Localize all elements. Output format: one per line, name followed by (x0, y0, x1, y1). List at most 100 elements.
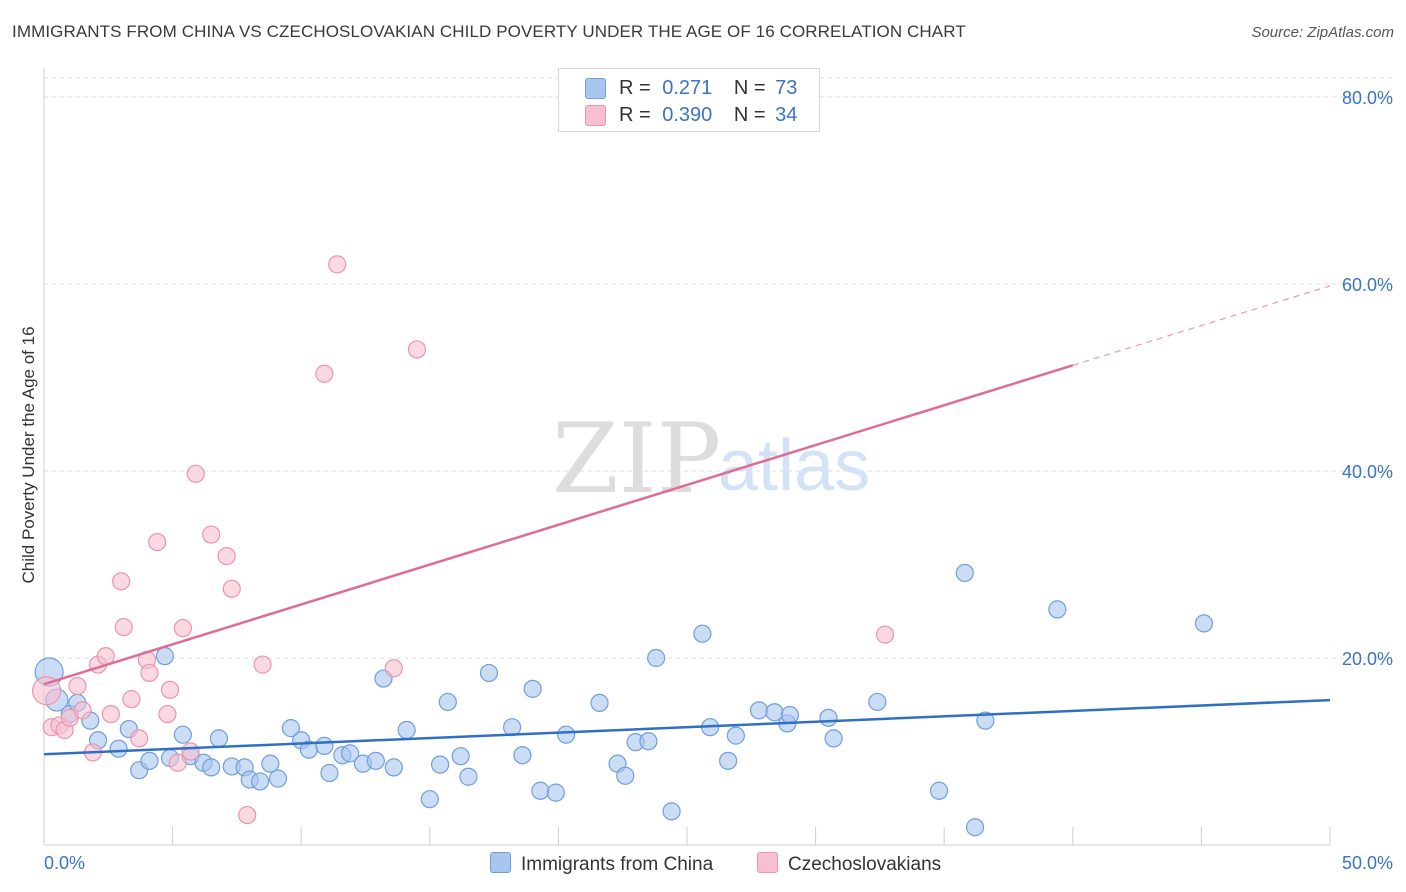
czech-point (122, 690, 141, 709)
y-tick-labels: 20.0% 40.0% 60.0% 80.0% (1342, 88, 1393, 669)
china-point (513, 746, 532, 765)
czech-point (384, 659, 403, 678)
legend-r-label: R = (619, 104, 651, 126)
china-point (780, 705, 799, 725)
czech-point (407, 340, 427, 359)
china-point (557, 725, 576, 744)
china-point (315, 736, 334, 755)
china-point (868, 692, 887, 712)
legend-r-value-china: 0.271 (662, 77, 713, 99)
china-point (340, 744, 360, 763)
chart-title: IMMIGRANTS FROM CHINA VS CZECHOSLOVAKIAN… (12, 22, 966, 41)
czech-point (253, 655, 272, 674)
czech-point (31, 676, 62, 706)
czech-point (114, 618, 133, 637)
series-china-points (34, 563, 1214, 837)
czech-point (73, 701, 92, 720)
trend-lines (43, 285, 1331, 756)
china-point (109, 739, 128, 758)
bottom-legend-china-label: Immigrants from China (521, 854, 714, 875)
china-point (261, 754, 280, 773)
legend-swatch-china (585, 78, 606, 99)
china-point (523, 679, 542, 698)
axes (43, 68, 1331, 846)
stats-legend: R = 0.271 N = 73 R = 0.390 N = 34 (558, 68, 820, 132)
china-point (173, 725, 192, 744)
czech-point (168, 753, 187, 772)
legend-n-label: N = (733, 77, 766, 99)
czech-point (112, 572, 131, 591)
china-point (976, 711, 995, 730)
czech-point (158, 704, 177, 724)
czech-point (222, 579, 241, 598)
china-point (662, 802, 681, 821)
china-point (155, 647, 174, 666)
china-point (693, 624, 712, 643)
y-tick-label: 80.0% (1342, 88, 1393, 108)
china-point (420, 790, 439, 809)
china-point (268, 769, 288, 788)
trend-line-czech-extension (1072, 285, 1331, 366)
bottom-swatch-china (490, 852, 511, 873)
y-tick-label: 60.0% (1342, 275, 1393, 295)
watermark-zip: ZIP (552, 403, 721, 515)
china-point (459, 767, 478, 786)
china-point (397, 720, 416, 740)
china-point (281, 719, 301, 738)
china-point (366, 751, 385, 770)
china-point (639, 732, 658, 751)
legend-n-label: N = (733, 104, 766, 126)
czech-point (202, 525, 221, 544)
source-credit: Source: ZipAtlas.com (1251, 24, 1394, 41)
legend-n-value-china: 73 (775, 77, 798, 99)
china-point (202, 758, 221, 777)
china-point (438, 692, 457, 712)
x-tick-min: 0.0% (44, 853, 85, 873)
y-tick-label: 20.0% (1342, 649, 1393, 669)
china-point (616, 766, 635, 785)
grid (44, 77, 1393, 659)
china-point (320, 763, 339, 783)
china-point (531, 781, 550, 800)
series-czech-points (31, 255, 895, 825)
czech-point (875, 625, 895, 644)
bottom-swatch-czech (757, 852, 778, 873)
bottom-legend-china: Immigrants from China (490, 852, 713, 876)
czech-point (315, 364, 334, 383)
trend-line-czech (43, 364, 1074, 686)
china-point (1194, 614, 1214, 633)
china-point (824, 729, 843, 748)
y-tick-label: 40.0% (1342, 462, 1393, 482)
czech-point (148, 532, 167, 552)
china-point (209, 729, 228, 748)
czech-point (130, 729, 149, 748)
china-point (590, 693, 609, 712)
y-axis-label: Child Poverty Under the Age of 16 (19, 326, 38, 583)
legend-r-value-czech: 0.390 (662, 104, 713, 126)
china-point (749, 701, 769, 720)
x-tick-max: 50.0% (1342, 853, 1393, 873)
czech-point (101, 704, 120, 724)
trend-line-china (43, 698, 1331, 756)
china-point (965, 818, 985, 837)
legend-swatch-czech (585, 105, 606, 126)
china-point (546, 783, 565, 802)
czech-point (238, 805, 257, 825)
czech-point (217, 546, 236, 566)
china-point (384, 758, 403, 777)
china-point (1048, 600, 1067, 619)
china-point (430, 755, 450, 774)
china-point (479, 663, 499, 683)
czech-point (160, 680, 180, 699)
legend-n-value-czech: 34 (775, 104, 798, 126)
china-point (719, 751, 738, 770)
watermark-atlas: atlas (718, 426, 870, 506)
bottom-legend-czech: Czechoslovakians (757, 852, 941, 876)
china-point (955, 563, 974, 583)
czech-point (68, 676, 87, 696)
czech-point (328, 255, 347, 274)
china-point (726, 726, 745, 745)
china-point (451, 747, 470, 766)
czech-point (186, 464, 205, 483)
